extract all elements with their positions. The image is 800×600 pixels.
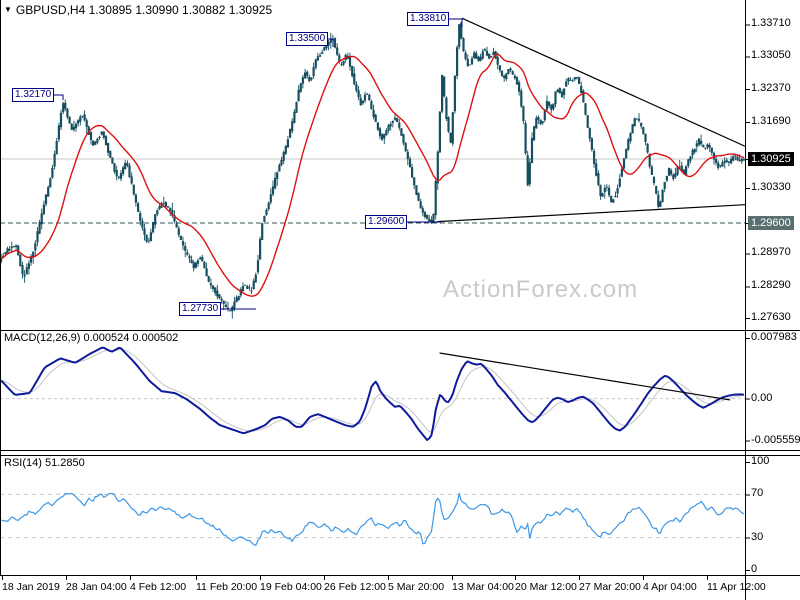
- macd-panel-title: MACD(12,26,9) 0.000524 0.000502: [4, 332, 179, 344]
- price-axis-label: 1.28290: [751, 279, 791, 292]
- date-axis-label: 11 Apr 12:00: [707, 581, 766, 593]
- price-axis-label: 1.27630: [751, 311, 791, 324]
- price-axis-label: 1.33710: [751, 17, 791, 30]
- rsi-panel-title: RSI(14) 51.2850: [4, 457, 85, 469]
- price-axis-support-label: 1.29600: [748, 216, 794, 231]
- rsi-axis-label: 30: [751, 530, 764, 543]
- price-axis-label: 1.33050: [751, 49, 791, 62]
- date-axis-label: 28 Jan 04:00: [66, 581, 127, 593]
- price-callout-label: 1.32170: [12, 88, 55, 102]
- macd-axis-label: 0.00: [751, 391, 773, 404]
- date-axis-label: 19 Feb 04:00: [260, 581, 322, 593]
- watermark: ActionForex.com: [443, 276, 639, 303]
- date-axis-label: 18 Jan 2019: [2, 581, 60, 593]
- date-axis-label: 5 Mar 20:00: [388, 581, 445, 593]
- date-axis-label: 20 Mar 12:00: [515, 581, 577, 593]
- price-axis-label: 1.30330: [751, 180, 791, 193]
- symbol-header: ▼ GBPUSD,H4 1.30895 1.30990 1.30882 1.309…: [4, 3, 272, 17]
- symbol-dropdown-icon[interactable]: ▼: [4, 5, 12, 14]
- price-callout-label: 1.27730: [179, 302, 222, 316]
- price-axis-label: 1.31690: [751, 115, 791, 128]
- rsi-axis-label: 100: [751, 455, 770, 467]
- price-callout-label: 1.29600: [365, 215, 408, 229]
- price-axis-label: 1.32370: [751, 82, 791, 95]
- date-axis-label: 4 Apr 04:00: [643, 581, 697, 593]
- rsi-axis-label: 70: [751, 487, 764, 500]
- symbol-ohlc-text: GBPUSD,H4 1.30895 1.30990 1.30882 1.3092…: [15, 3, 273, 17]
- rsi-axis-label: 0: [751, 563, 758, 575]
- date-axis-label: 11 Feb 20:00: [196, 581, 258, 593]
- date-axis-label: 4 Feb 12:00: [130, 581, 187, 593]
- price-axis-label: 1.28970: [751, 246, 791, 259]
- macd-axis-label: 0.007983: [751, 331, 797, 344]
- date-axis-label: 13 Mar 04:00: [452, 581, 514, 593]
- price-axis-current-label: 1.30925: [748, 152, 794, 167]
- macd-axis-label: -0.005559: [751, 433, 800, 446]
- date-axis-label: 26 Feb 12:00: [324, 581, 386, 593]
- price-callout-label: 1.33500: [286, 32, 329, 46]
- price-callout-label: 1.33810: [407, 12, 450, 26]
- date-axis-label: 27 Mar 20:00: [579, 581, 641, 593]
